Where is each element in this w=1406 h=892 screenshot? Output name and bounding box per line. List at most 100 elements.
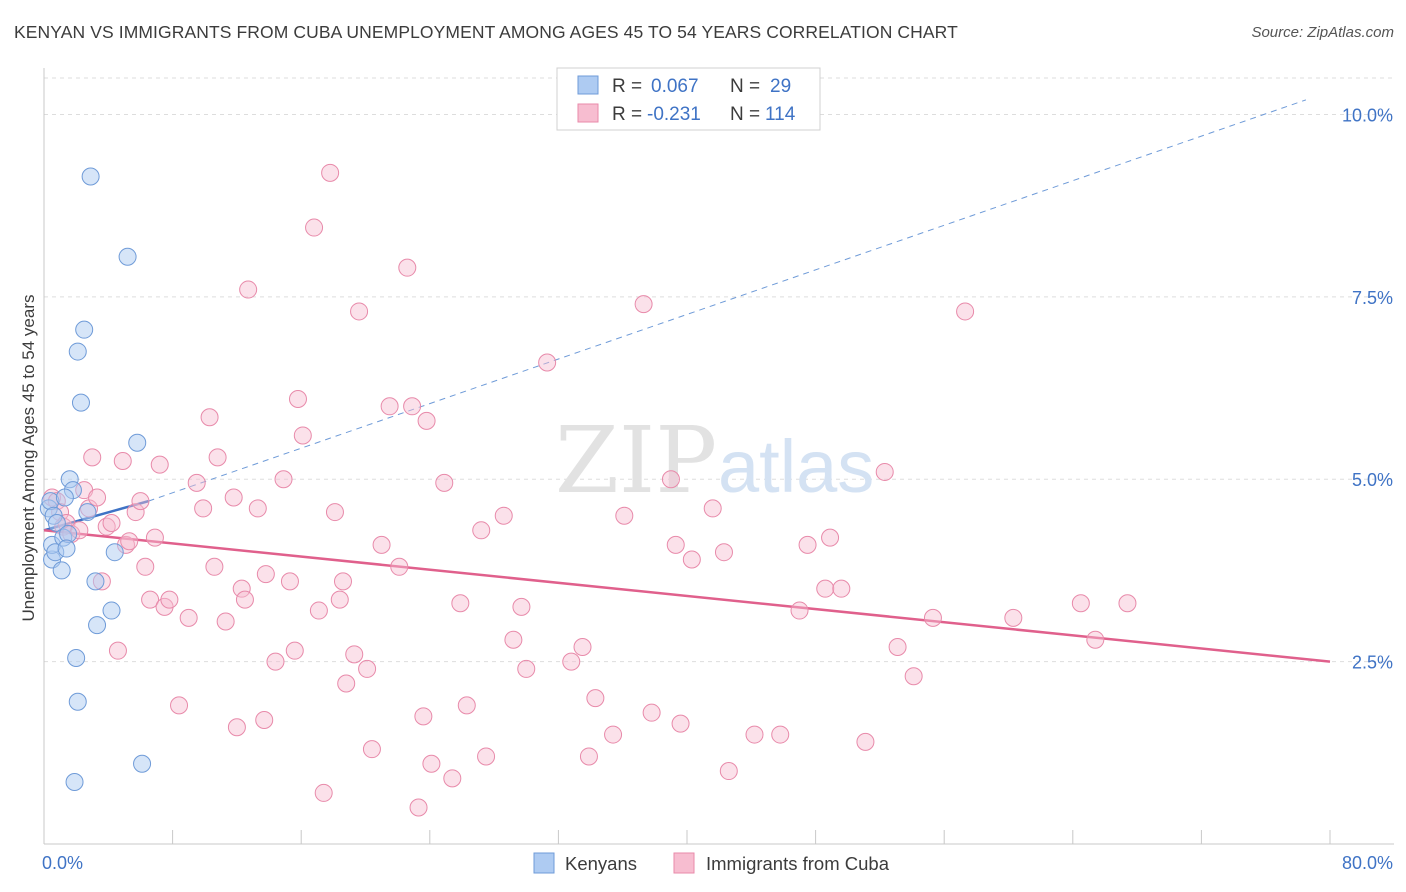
cuba-point bbox=[642, 703, 661, 722]
cuba-point bbox=[208, 448, 227, 467]
cuba-point bbox=[362, 740, 381, 759]
cuba-point bbox=[187, 473, 206, 492]
cuba-point bbox=[586, 689, 605, 708]
cuba-point bbox=[832, 579, 851, 598]
cuba-point bbox=[888, 638, 907, 657]
kenyan-point bbox=[68, 342, 87, 361]
cuba-point bbox=[457, 696, 476, 715]
cuba-point bbox=[170, 696, 189, 715]
kenyan-point bbox=[65, 772, 84, 791]
cuba-point bbox=[141, 590, 160, 609]
cuba-point bbox=[451, 594, 470, 613]
cuba-point bbox=[126, 503, 145, 522]
cuba-point bbox=[494, 506, 513, 525]
cuba-point bbox=[604, 725, 623, 744]
cuba-point bbox=[120, 532, 139, 551]
cuba-point bbox=[345, 645, 364, 664]
watermark-zip: ZIP bbox=[555, 407, 717, 514]
cuba-point bbox=[108, 641, 127, 660]
cuba-point bbox=[512, 597, 531, 616]
cuba-point bbox=[821, 528, 840, 547]
kenyan-point bbox=[75, 320, 94, 339]
cuba-point bbox=[875, 462, 894, 481]
x-axis-ticks bbox=[172, 830, 1331, 844]
legend-swatch-kenyans[interactable] bbox=[533, 852, 555, 874]
cuba-point bbox=[403, 397, 422, 416]
cuba-point bbox=[358, 659, 377, 678]
cuba-point bbox=[372, 535, 391, 554]
cuba-point bbox=[113, 452, 132, 470]
cuba-point bbox=[398, 258, 417, 277]
cuba-point bbox=[414, 707, 433, 726]
cuba-stats-swatch bbox=[577, 103, 599, 123]
cuba-point bbox=[179, 608, 198, 627]
kenyan-point bbox=[78, 503, 97, 522]
cuba-point bbox=[321, 163, 340, 182]
kenyan-point bbox=[81, 167, 100, 186]
legend-swatch-cuba[interactable] bbox=[673, 852, 695, 874]
series-kenyan-points bbox=[39, 167, 152, 791]
watermark-atlas: atlas bbox=[718, 425, 874, 508]
kenyan-r-value: 0.067 bbox=[651, 76, 699, 97]
cuba-point bbox=[216, 612, 235, 631]
cuba-point bbox=[266, 652, 285, 671]
cuba-point bbox=[350, 302, 369, 321]
kenyan-point bbox=[105, 543, 124, 562]
cuba-r-value: -0.231 bbox=[647, 104, 701, 125]
cuba-point bbox=[136, 557, 155, 576]
cuba-point bbox=[714, 543, 733, 562]
chart-source: Source: ZipAtlas.com bbox=[1251, 24, 1394, 41]
legend-label-cuba[interactable]: Immigrants from Cuba bbox=[706, 853, 890, 874]
cuba-point bbox=[472, 521, 491, 540]
legend-label-kenyans[interactable]: Kenyans bbox=[565, 853, 637, 874]
cuba-point bbox=[1118, 594, 1137, 613]
kenyan-point bbox=[55, 488, 74, 507]
kenyan-point bbox=[133, 754, 152, 773]
cuba-point bbox=[325, 503, 344, 522]
kenyan-point bbox=[86, 572, 105, 591]
kenyan-point bbox=[67, 648, 86, 667]
x-tick-label-max: 80.0% bbox=[1342, 853, 1393, 873]
cuba-point bbox=[293, 426, 312, 445]
trend-lines bbox=[43, 99, 1331, 663]
chart-title: KENYAN VS IMMIGRANTS FROM CUBA UNEMPLOYM… bbox=[14, 22, 958, 42]
cuba-point bbox=[200, 408, 219, 427]
cuba-point bbox=[443, 769, 462, 788]
cuba-point bbox=[517, 659, 536, 678]
cuba-point bbox=[666, 535, 685, 554]
cuba-point bbox=[88, 488, 107, 507]
cuba-point bbox=[417, 411, 436, 430]
cuba-point bbox=[573, 638, 592, 657]
cuba-point bbox=[83, 448, 102, 467]
cuba-point bbox=[330, 590, 349, 609]
watermark: ZIP atlas bbox=[555, 407, 874, 514]
cuba-point bbox=[256, 565, 275, 584]
cuba-r-label: R = bbox=[612, 104, 647, 125]
x-tick-label-min: 0.0% bbox=[42, 853, 83, 873]
cuba-point bbox=[285, 641, 304, 660]
y-axis-tick-labels: 2.5% 5.0% 7.5% 10.0% bbox=[1342, 105, 1393, 672]
cuba-point bbox=[205, 557, 224, 576]
cuba-point bbox=[904, 667, 923, 686]
y-tick-label: 10.0% bbox=[1342, 105, 1393, 125]
cuba-point bbox=[333, 572, 352, 591]
cuba-point bbox=[288, 389, 307, 408]
cuba-point bbox=[562, 652, 581, 671]
cuba-point bbox=[661, 470, 680, 489]
cuba-point bbox=[305, 218, 324, 237]
kenyan-stats-swatch bbox=[577, 75, 599, 95]
cuba-point bbox=[248, 499, 267, 518]
kenyan-n-value: 29 bbox=[770, 76, 791, 97]
cuba-point bbox=[102, 514, 121, 533]
cuba-point bbox=[239, 280, 258, 299]
cuba-point bbox=[538, 353, 557, 372]
cuba-point bbox=[790, 601, 809, 620]
cuba-point bbox=[232, 579, 251, 598]
cuba-point bbox=[771, 725, 790, 744]
cuba-point bbox=[634, 295, 653, 314]
cuba-point bbox=[314, 783, 333, 802]
stats-legend-box: R = 0.067 N = 29 R = -0.231 N = 114 bbox=[556, 67, 821, 131]
